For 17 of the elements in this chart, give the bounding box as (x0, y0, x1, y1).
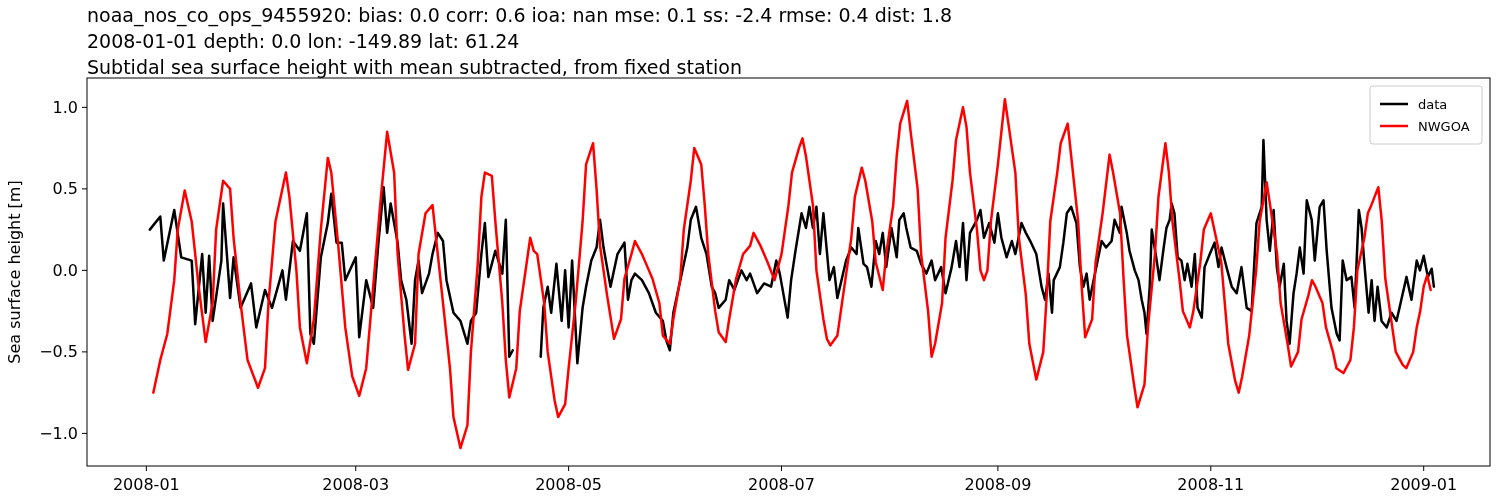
x-tick-label: 2008-03 (322, 475, 390, 494)
y-tick-label: 1.0 (52, 97, 78, 117)
x-tick-label: 2009-01 (1390, 475, 1458, 494)
y-axis-title: Sea surface height [m] (5, 180, 24, 364)
x-tick-label: 2008-01 (112, 475, 180, 494)
x-tick-label: 2008-07 (748, 475, 815, 494)
legend-label: data (1418, 96, 1448, 112)
chart-title: noaa_nos_co_ops_9455920: bias: 0.0 corr: 0.6 ioa: nan mse: 0.1 ss: -2.4 rmse: 0.4 dist: 1.8 (87, 4, 953, 27)
x-tick-label: 2008-05 (535, 475, 603, 494)
x-tick-label: 2008-09 (964, 475, 1032, 494)
legend-label: NWGOA (1418, 118, 1470, 134)
x-tick-label: 2008-11 (1177, 475, 1245, 494)
y-tick-label: 0.0 (52, 260, 78, 280)
y-tick-label: 0.5 (52, 179, 78, 199)
y-tick-label: −0.5 (39, 342, 78, 362)
y-tick-label: −1.0 (39, 423, 78, 443)
chart-subtitle: 2008-01-01 depth: 0.0 lon: -149.89 lat: 61.24 Subtidal sea surface height with mean subtracted, from fixed station (87, 30, 743, 78)
